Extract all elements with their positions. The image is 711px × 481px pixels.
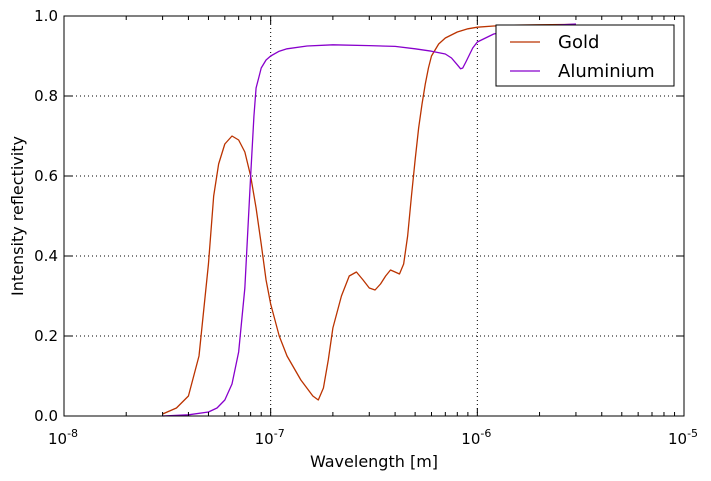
- y-tick-label: 0.2: [34, 327, 58, 345]
- x-tick-label: 10-5: [668, 427, 698, 448]
- x-tick-label: 10-7: [255, 427, 285, 448]
- x-tick-label: 10-6: [461, 427, 491, 448]
- y-tick-label: 1.0: [34, 7, 58, 25]
- legend-box: [495, 24, 675, 87]
- y-axis-title: Intensity reflectivity: [8, 136, 27, 296]
- x-axis-title: Wavelength [m]: [310, 452, 438, 471]
- legend-label-aluminium: Aluminium: [558, 61, 655, 82]
- plot-frame: [63, 15, 685, 417]
- series-line-aluminium: [162, 23, 576, 417]
- grid: [64, 16, 684, 416]
- x-tick-label: 10-8: [48, 427, 78, 448]
- axes: [63, 15, 685, 417]
- y-tick-label: 0.0: [34, 407, 58, 425]
- series-lines: [162, 23, 576, 417]
- tick-labels: 10-8 10-7 10-6 10-5 0.0 0.2 0.4 0.6 0.8 1.0: [34, 7, 698, 448]
- legend-label-gold: Gold: [558, 32, 599, 53]
- y-tick-label: 0.4: [34, 247, 58, 265]
- y-tick-label: 0.8: [34, 87, 58, 105]
- legend: Gold Aluminium: [495, 24, 675, 87]
- y-tick-label: 0.6: [34, 167, 58, 185]
